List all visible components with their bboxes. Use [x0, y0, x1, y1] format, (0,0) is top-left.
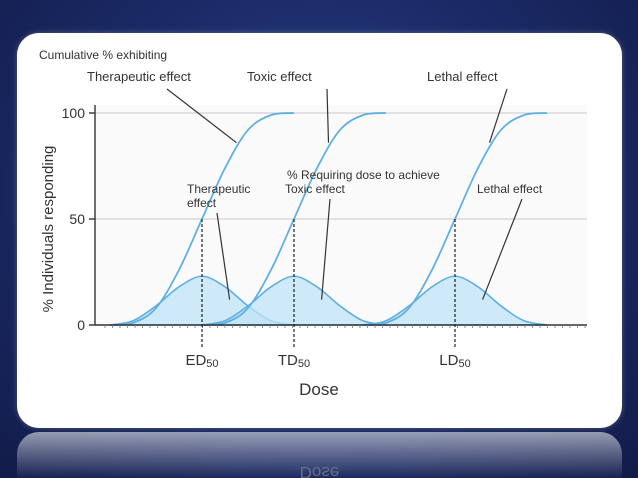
reflection-text: Dose: [299, 463, 340, 478]
density-header: % Requiring dose to achieve: [287, 168, 440, 182]
cumulative-label-0: Therapeutic effect: [87, 69, 191, 84]
cumulative-label-2: Lethal effect: [427, 69, 498, 84]
cumulative-pointer-1: [326, 88, 330, 143]
y-tick-label-0: 0: [77, 317, 85, 333]
cumulative-pointer-2: [488, 88, 508, 143]
plot-background: [95, 105, 587, 325]
cumulative-label-1: Toxic effect: [247, 69, 312, 84]
y-tick-label-100: 100: [62, 105, 86, 121]
dose-response-chart: 0 50 100 ED50 TD50 LD50 Cumulative % exhibitin…: [39, 48, 587, 399]
slide-reflection: Dose: [17, 432, 622, 478]
marker-label-ld: LD50: [439, 352, 470, 370]
density-pointer-2: [482, 198, 523, 300]
density-pointer-1: [321, 198, 331, 300]
marker-label-ed: ED50: [185, 352, 218, 370]
y-tick-label-50: 50: [69, 211, 85, 227]
chart-header: Cumulative % exhibiting: [39, 48, 167, 62]
density-label-0-1: effect: [187, 196, 217, 210]
density-pointer-0: [216, 212, 231, 300]
density-label-1-0: Toxic effect: [285, 182, 345, 196]
marker-label-td: TD50: [278, 352, 310, 370]
density-label-2-0: Lethal effect: [477, 182, 543, 196]
x-axis-label: Dose: [299, 380, 339, 399]
density-label-0-0: Therapeutic: [187, 182, 250, 196]
slide-frame: 0 50 100 ED50 TD50 LD50 Cumulative % exhibitin…: [17, 33, 622, 428]
y-axis-label: % Individuals responding: [40, 146, 57, 313]
cumulative-pointer-0: [166, 88, 237, 144]
